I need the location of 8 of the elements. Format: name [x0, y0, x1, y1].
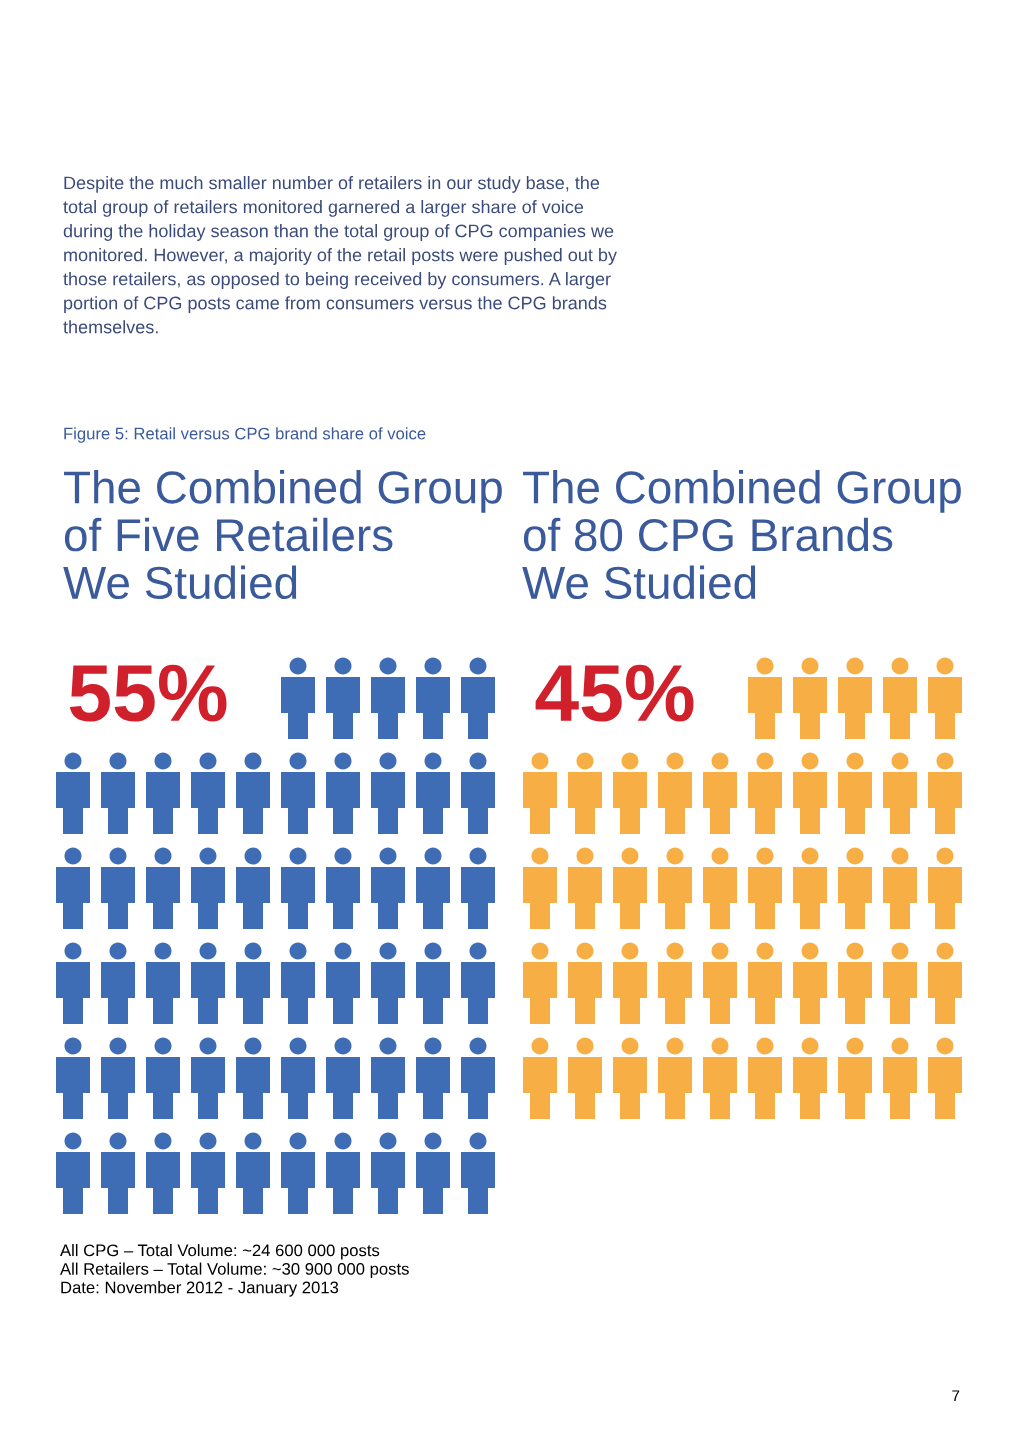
- text: Figure 5: Retail versus CPG brand share of voice: [64, 427, 426, 443]
- category-label: The Combined Group of Five Retailers We Studied: [63, 470, 502, 600]
- data-label: 45%: [535, 664, 694, 722]
- text: 7: [952, 1390, 960, 1401]
- text: All CPG – Total Volume: ~24 600 000 posts All Retailers – Total Volume: ~30 900 000 posts Date: November 2012 - January 2013: [60, 1244, 409, 1297]
- category-label: The Combined Group of 80 CPG Brands We Studied: [522, 470, 961, 600]
- data-label: 55%: [69, 664, 227, 722]
- text: Despite the much smaller number of retailers in our study base, the total group of retailers monitored garnered a larger share of voice during the holiday season than the total group of CPG companies we monitored. However, a majority of the retail posts were pushed out by those retailers, as opposed to being received by consumers. A larger portion of CPG posts came from consumers versus the CPG brands themselves.: [63, 176, 617, 334]
